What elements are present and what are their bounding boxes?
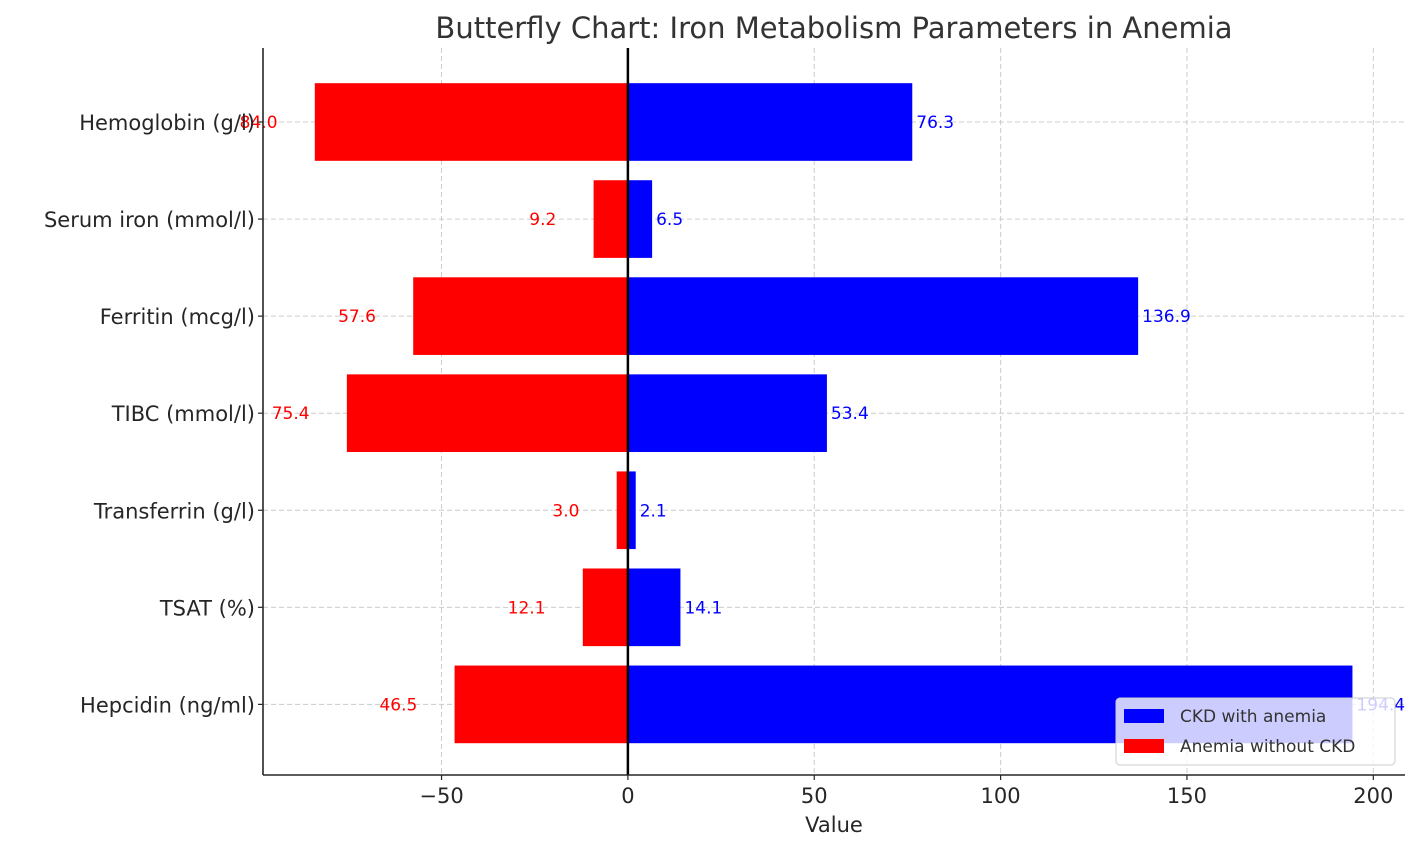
bar-ckd-with-anemia	[627, 374, 827, 453]
value-label-ckd-with-anemia: 2.1	[640, 501, 667, 521]
value-label-ckd-with-anemia: 6.5	[656, 210, 683, 230]
legend-swatch-anemia-without-ckd	[1124, 739, 1164, 753]
value-label-anemia-without-ckd: 46.5	[379, 695, 417, 715]
x-tick-label: 50	[801, 784, 828, 808]
value-label-anemia-without-ckd: 3.0	[552, 501, 579, 521]
value-label-ckd-with-anemia: 53.4	[831, 404, 869, 424]
y-tick-label: Hemoglobin (g/l)	[79, 111, 255, 135]
bar-anemia-without-ckd	[413, 277, 628, 355]
y-tick-label: Transferrin (g/l)	[93, 499, 255, 523]
bar-anemia-without-ckd	[346, 374, 628, 453]
bar-ckd-with-anemia	[627, 471, 636, 550]
axes-layer	[262, 48, 1405, 776]
bar-ckd-with-anemia	[627, 277, 1139, 355]
x-tick-label: 100	[981, 784, 1021, 808]
value-labels-layer: 84.0 76.3 9.2 6.5 57.6 136.9 75.4 53.4 3.0 2.1 12.…	[240, 113, 1405, 715]
value-label-ckd-with-anemia: 14.1	[684, 598, 722, 618]
value-label-anemia-without-ckd: 12.1	[508, 598, 546, 618]
legend: CKD with anemia Anemia without CKD	[1115, 697, 1396, 766]
bar-ckd-with-anemia	[627, 568, 681, 647]
value-label-anemia-without-ckd: 75.4	[272, 404, 310, 424]
legend-label: CKD with anemia	[1180, 707, 1326, 727]
bar-ckd-with-anemia	[627, 180, 653, 258]
chart-title: Butterfly Chart: Iron Metabolism Paramet…	[435, 11, 1232, 45]
value-label-anemia-without-ckd: 57.6	[338, 307, 376, 327]
legend-label: Anemia without CKD	[1180, 737, 1355, 757]
value-label-anemia-without-ckd: 9.2	[529, 210, 556, 230]
bars-layer	[314, 83, 1353, 744]
bar-ckd-with-anemia	[627, 83, 913, 161]
ticks-layer: Hemoglobin (g/l) Serum iron (mmol/l) Ferri…	[44, 111, 1393, 808]
y-tick-label: Serum iron (mmol/l)	[44, 208, 255, 232]
bar-anemia-without-ckd	[454, 665, 628, 744]
legend-swatch-ckd-with-anemia	[1124, 709, 1164, 723]
y-tick-label: TSAT (%)	[159, 596, 255, 620]
value-label-ckd-with-anemia: 136.9	[1142, 307, 1191, 327]
y-tick-label: TIBC (mmol/l)	[111, 402, 255, 426]
x-tick-label: 200	[1353, 784, 1393, 808]
bar-anemia-without-ckd	[593, 180, 628, 258]
bar-anemia-without-ckd	[616, 471, 628, 550]
x-axis-label: Value	[805, 813, 863, 837]
bar-anemia-without-ckd	[314, 83, 628, 161]
x-tick-label: 150	[1167, 784, 1207, 808]
legend-box	[1115, 697, 1396, 766]
y-tick-label: Ferritin (mcg/l)	[100, 305, 255, 329]
x-tick-label: 0	[621, 784, 634, 808]
value-label-anemia-without-ckd: 84.0	[240, 113, 278, 133]
y-tick-label: Hepcidin (ng/ml)	[80, 693, 255, 717]
bar-anemia-without-ckd	[582, 568, 628, 647]
x-tick-label: −50	[419, 784, 463, 808]
value-label-ckd-with-anemia: 76.3	[916, 113, 954, 133]
